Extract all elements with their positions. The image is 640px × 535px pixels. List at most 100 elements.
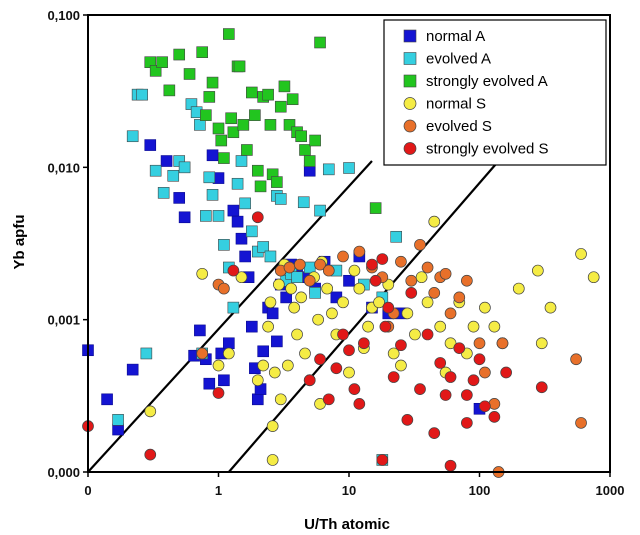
data-point <box>434 357 447 369</box>
data-point <box>444 459 457 472</box>
data-point <box>206 189 219 201</box>
data-point <box>212 359 225 372</box>
data-point <box>157 187 170 199</box>
data-point <box>353 398 366 410</box>
data-point <box>322 393 335 406</box>
data-point <box>314 258 326 271</box>
data-point <box>390 230 403 243</box>
data-point <box>401 413 414 426</box>
data-point <box>200 109 212 121</box>
data-point <box>271 176 283 188</box>
legend-label: evolved A <box>426 51 491 68</box>
data-point <box>297 196 310 209</box>
data-point <box>291 271 303 284</box>
data-point <box>291 328 303 341</box>
legend-swatch <box>403 74 417 88</box>
data-point <box>473 337 486 350</box>
series-3 <box>144 28 382 214</box>
data-point <box>257 359 270 372</box>
data-point <box>251 374 264 387</box>
data-point <box>299 347 311 360</box>
data-point <box>212 387 225 399</box>
data-point <box>343 344 355 357</box>
legend-box <box>383 19 607 166</box>
data-point <box>101 393 113 406</box>
data-point <box>428 286 441 299</box>
data-point <box>218 282 230 295</box>
data-point <box>473 353 486 366</box>
data-point <box>362 320 374 333</box>
x-tick-label: 10 <box>342 483 356 498</box>
data-point <box>575 417 587 429</box>
y-axis-title: Yb apfu <box>11 215 28 270</box>
data-point <box>321 282 333 295</box>
data-point <box>262 320 274 333</box>
y-tick-label: 0,100 <box>47 8 80 23</box>
data-point <box>203 377 216 390</box>
y-tick-label: 0,010 <box>47 160 80 175</box>
data-point <box>278 80 291 93</box>
data-point <box>266 454 279 466</box>
data-point <box>203 91 216 103</box>
data-point <box>140 347 153 360</box>
data-point <box>251 211 264 224</box>
data-point <box>246 320 258 333</box>
data-point <box>274 193 287 205</box>
data-point <box>178 161 191 174</box>
data-point <box>266 307 279 320</box>
data-point <box>264 250 277 263</box>
data-point <box>414 238 426 251</box>
data-point <box>246 86 258 99</box>
data-point <box>467 320 480 333</box>
y-tick-label: 0,001 <box>47 313 80 328</box>
data-point <box>235 271 248 284</box>
data-points <box>82 28 600 478</box>
data-point <box>337 328 349 341</box>
data-point <box>382 301 395 314</box>
data-point <box>461 389 473 401</box>
data-point <box>237 119 250 131</box>
data-point <box>156 56 168 68</box>
data-point <box>280 291 292 304</box>
data-point <box>461 417 473 429</box>
data-point <box>488 320 501 333</box>
data-point <box>303 274 316 287</box>
data-point <box>343 274 355 287</box>
data-point <box>387 347 400 360</box>
data-point <box>303 261 316 274</box>
legend-item: evolved S <box>403 118 492 135</box>
data-point <box>421 328 434 341</box>
data-point <box>348 383 361 395</box>
data-point <box>126 130 139 143</box>
data-point <box>479 400 491 413</box>
data-point <box>218 152 230 164</box>
data-point <box>144 405 157 418</box>
data-point <box>257 241 269 253</box>
data-point <box>167 169 180 182</box>
data-point <box>322 264 335 277</box>
data-point <box>235 155 248 167</box>
x-tick-label: 1 <box>215 483 222 498</box>
data-point <box>196 347 209 360</box>
legend-swatch <box>403 97 417 110</box>
data-point <box>405 286 418 299</box>
data-point <box>196 267 209 280</box>
data-point <box>379 320 392 333</box>
data-point <box>293 258 306 271</box>
data-point <box>295 130 307 143</box>
data-point <box>314 204 326 217</box>
data-point <box>395 339 407 352</box>
data-point <box>366 258 378 271</box>
data-point <box>309 287 321 299</box>
data-point <box>283 261 296 274</box>
data-point <box>227 126 240 139</box>
data-point <box>222 347 235 360</box>
data-point <box>163 84 176 97</box>
data-point <box>241 144 253 156</box>
data-point <box>235 232 248 245</box>
data-point <box>348 264 361 277</box>
data-point <box>353 282 366 295</box>
data-point <box>215 134 228 147</box>
legend: normal A evolved A strongly evolved A norma… <box>383 19 607 166</box>
